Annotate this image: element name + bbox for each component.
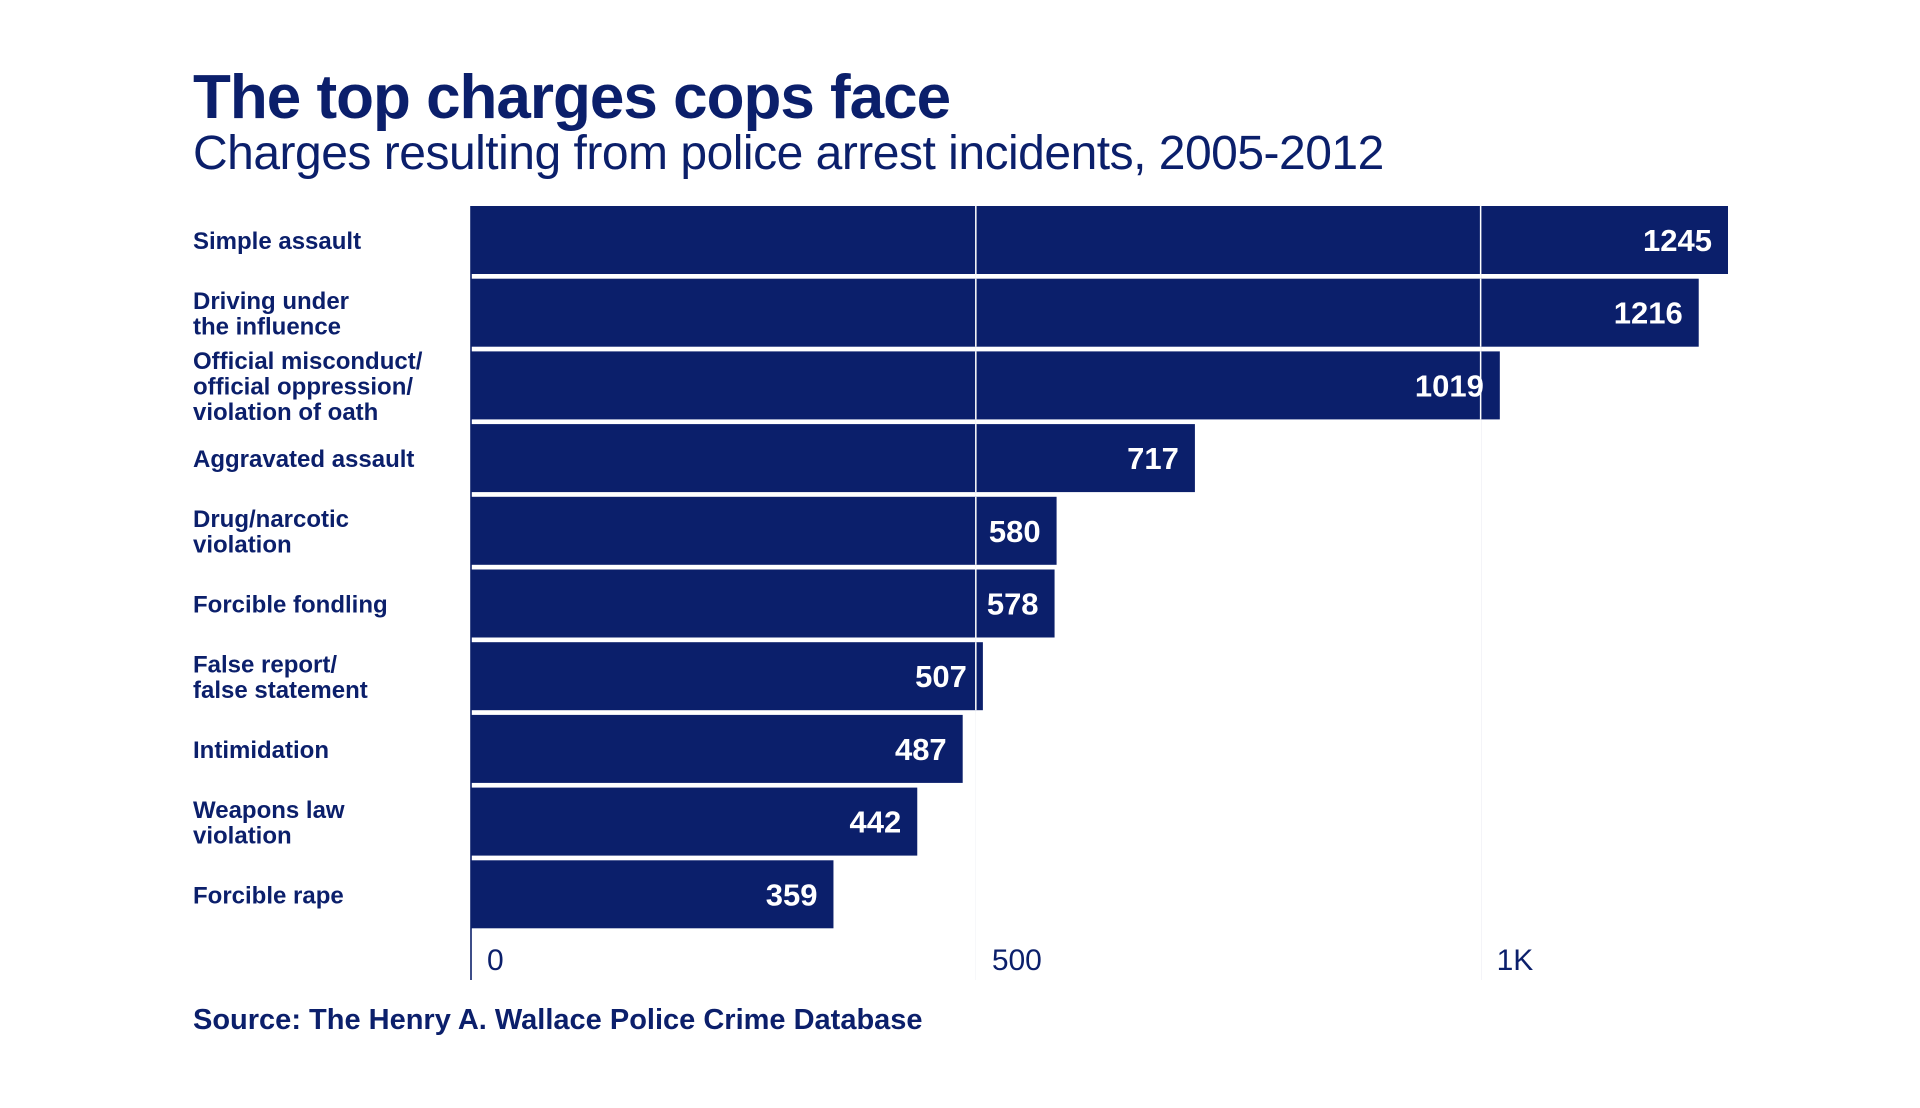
category-label: Official misconduct/official oppression/… (193, 348, 423, 426)
category-label-line: violation (193, 532, 292, 559)
gridlines-over-bars (975, 206, 1482, 711)
category-label-line: Forcible rape (193, 882, 344, 909)
source-note: Source: The Henry A. Wallace Police Crim… (193, 1004, 923, 1036)
bars-group (471, 206, 1728, 929)
category-label-line: False report/ (193, 651, 337, 678)
bar (471, 496, 1057, 565)
category-label-line: violation of oath (193, 399, 378, 426)
category-label: Intimidation (193, 737, 329, 764)
category-label: Drug/narcotic violation (193, 506, 349, 559)
category-label-line: false statement (193, 677, 368, 704)
bar (471, 206, 1728, 274)
category-label-line: violation (193, 822, 292, 849)
category-label: Weapons law violation (193, 797, 345, 850)
value-label: 442 (850, 805, 902, 840)
tick-label: 0 (487, 944, 504, 977)
bar (471, 278, 1699, 347)
category-label-line: Official misconduct/ (193, 348, 423, 375)
category-label-line: the influence (193, 313, 341, 340)
category-label-line: Driving under (193, 288, 349, 315)
value-label: 487 (895, 732, 947, 767)
category-label: Forcible fondling (193, 592, 388, 619)
category-label: Aggravated assault (193, 446, 414, 473)
category-label-line: Drug/narcotic (193, 506, 349, 533)
category-label: Simple assault (193, 228, 361, 255)
value-label: 1245 (1643, 223, 1712, 258)
tick-labels: 0 500 1K (487, 944, 1533, 977)
category-label-line: Aggravated assault (193, 446, 414, 473)
value-label: 717 (1127, 441, 1179, 476)
value-label: 507 (915, 659, 967, 694)
chart-title: The top charges cops face (193, 63, 951, 132)
bar (471, 860, 834, 929)
category-label: Forcible rape (193, 882, 344, 909)
value-label: 359 (766, 877, 818, 912)
category-label: Driving under the influence (193, 288, 349, 341)
bar (471, 424, 1195, 493)
bar (471, 714, 963, 783)
category-label-line: Weapons law (193, 797, 345, 824)
category-label-line: official oppression/ (193, 373, 413, 400)
value-label: 580 (989, 514, 1041, 549)
bar (471, 787, 918, 856)
bar (471, 569, 1055, 638)
value-labels: 1245 1216 1019 717 580 578 507 487 442 359 (766, 223, 1712, 912)
category-label: False report/false statement (193, 651, 368, 704)
category-label-line: Intimidation (193, 737, 329, 764)
tick-label: 500 (992, 944, 1042, 977)
chart-subtitle: Charges resulting from police arrest inc… (193, 127, 1384, 180)
tick-label: 1K (1497, 944, 1534, 977)
category-label-line: Simple assault (193, 228, 361, 255)
category-labels: Simple assault Driving under the influence… (193, 228, 423, 909)
value-label: 578 (987, 587, 1039, 622)
value-label: 1019 (1415, 368, 1484, 403)
bar (471, 642, 983, 711)
value-label: 1216 (1614, 296, 1683, 331)
bar (471, 351, 1500, 420)
category-label-line: Forcible fondling (193, 592, 388, 619)
